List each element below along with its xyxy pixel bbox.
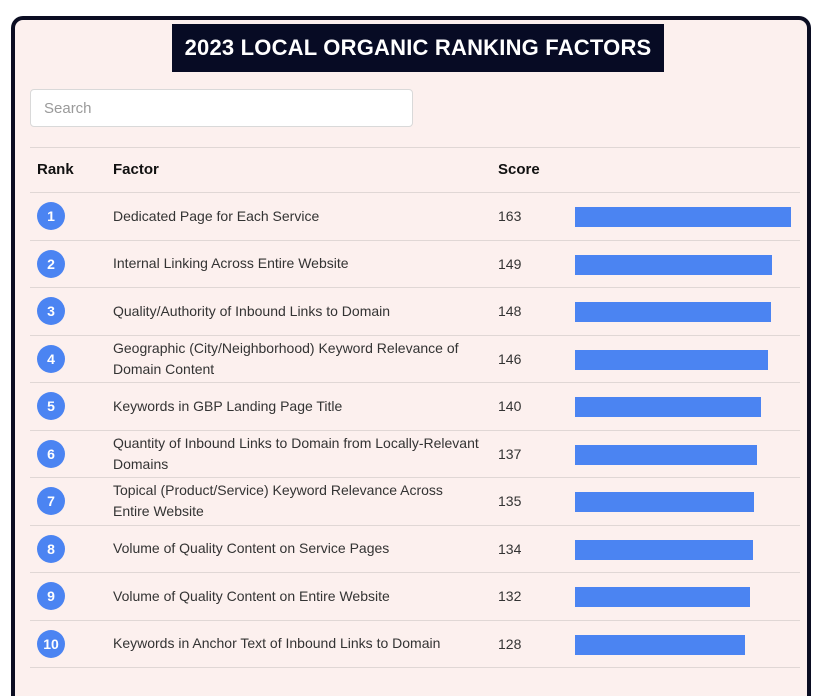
table-row: 6 Quantity of Inbound Links to Domain fro…	[30, 431, 800, 478]
score-bar	[575, 539, 753, 560]
table-row: 4 Geographic (City/Neighborhood) Keyword …	[30, 336, 800, 383]
rank-badge: 10	[37, 629, 65, 658]
table-row: 8 Volume of Quality Content on Service Pa…	[30, 526, 800, 573]
factor-label: Topical (Product/Service) Keyword Releva…	[113, 482, 443, 520]
factor-label: Geographic (City/Neighborhood) Keyword R…	[113, 339, 459, 377]
table-row: 2 Internal Linking Across Entire Website 1…	[30, 241, 800, 288]
score-bar	[575, 634, 745, 655]
score-bar	[575, 254, 773, 275]
rank-badge: 3	[37, 297, 65, 325]
factor-label: Keywords in GBP Landing Page Title	[113, 397, 343, 414]
ranking-table: Rank Factor Score 1 Dedicated Page for Ea…	[30, 147, 800, 668]
score-value: 135	[498, 493, 522, 510]
score-value: 128	[498, 635, 522, 652]
table-row: 1 Dedicated Page for Each Service 163	[30, 193, 800, 241]
rank-badge: 2	[37, 249, 65, 278]
score-bar	[575, 302, 772, 322]
score-bar	[575, 349, 769, 370]
score-value: 148	[498, 303, 522, 320]
score-value: 149	[498, 255, 522, 272]
score-value: 146	[498, 350, 522, 367]
table-row: 3 Quality/Authority of Inbound Links to D…	[30, 288, 800, 336]
factor-label: Quantity of Inbound Links to Domain from…	[113, 434, 479, 472]
score-value: 134	[498, 540, 522, 557]
table-body: 1 Dedicated Page for Each Service 163 2 Inte…	[30, 193, 800, 668]
score-bar	[575, 207, 791, 227]
table-row: 10 Keywords in Anchor Text of Inbound Lin…	[30, 621, 800, 668]
table-row: 5 Keywords in GBP Landing Page Title 140	[30, 383, 800, 431]
rank-badge: 6	[37, 439, 65, 468]
score-value: 163	[498, 208, 522, 225]
factor-label: Keywords in Anchor Text of Inbound Links…	[113, 635, 441, 652]
factor-column-header[interactable]: Factor	[113, 161, 159, 178]
score-column-header[interactable]: Score	[498, 161, 540, 178]
rank-badge: 9	[37, 582, 65, 610]
page-title: 2023 LOCAL ORGANIC RANKING FACTORS	[172, 24, 664, 72]
score-bar	[575, 444, 757, 465]
rank-column-header[interactable]: Rank	[37, 161, 74, 178]
score-value: 132	[498, 588, 522, 605]
table-row: 9 Volume of Quality Content on Entire Web…	[30, 573, 800, 621]
factor-label: Quality/Authority of Inbound Links to Do…	[113, 302, 391, 319]
score-bar	[575, 397, 761, 417]
factor-label: Internal Linking Across Entire Website	[113, 255, 349, 272]
rank-badge: 8	[37, 534, 65, 563]
factor-label: Volume of Quality Content on Service Pag…	[113, 540, 390, 557]
factor-label: Dedicated Page for Each Service	[113, 207, 320, 224]
score-bar	[575, 492, 754, 512]
score-bar	[575, 587, 750, 607]
factor-label: Volume of Quality Content on Entire Webs…	[113, 587, 390, 604]
table-row: 7 Topical (Product/Service) Keyword Relev…	[30, 478, 800, 526]
rank-badge: 5	[37, 392, 65, 420]
table-header: Rank Factor Score	[30, 147, 800, 193]
score-value: 137	[498, 445, 522, 462]
rank-badge: 1	[37, 202, 65, 230]
rank-badge: 4	[37, 344, 65, 373]
score-value: 140	[498, 398, 522, 415]
rank-badge: 7	[37, 487, 65, 515]
search-input[interactable]	[30, 89, 413, 127]
ranking-card: 2023 LOCAL ORGANIC RANKING FACTORS Rank …	[11, 16, 811, 696]
